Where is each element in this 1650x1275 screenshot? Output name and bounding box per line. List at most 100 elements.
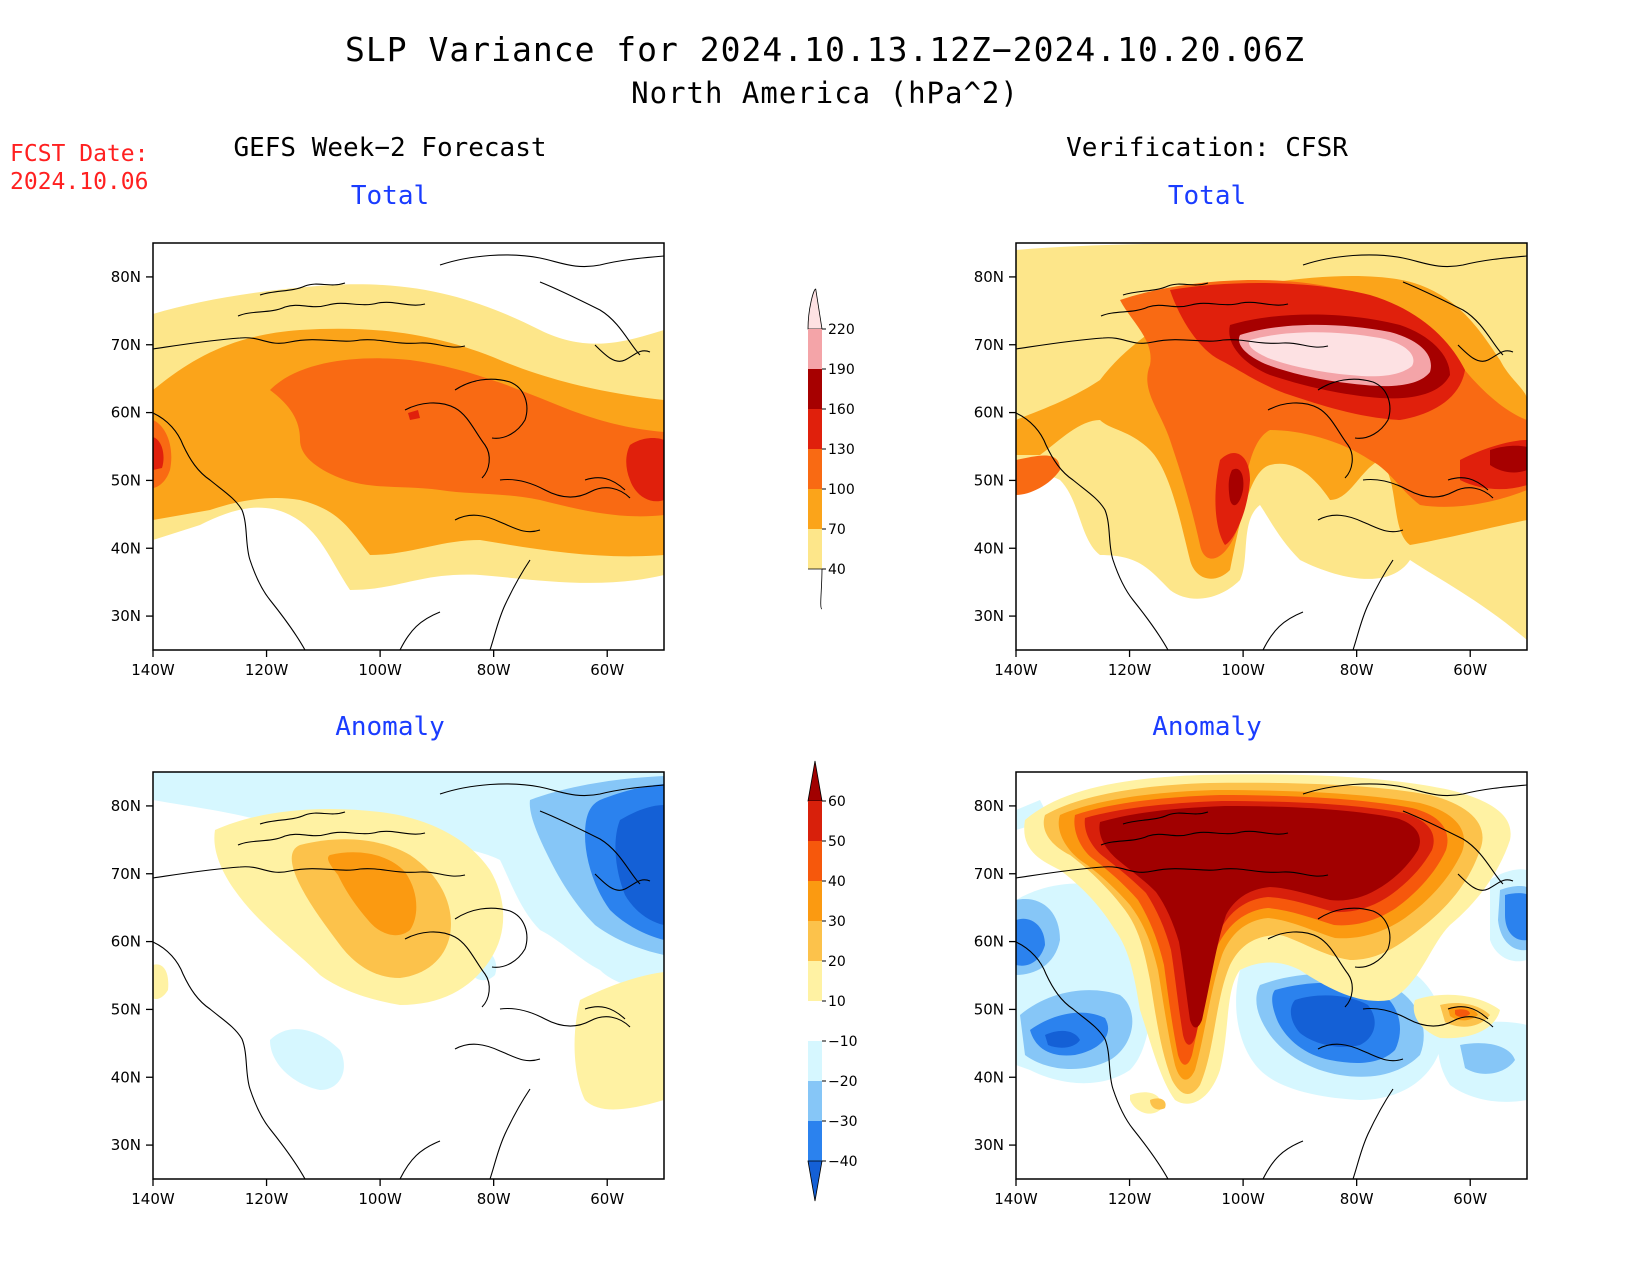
lat-tick-label: 70N — [111, 865, 141, 883]
colorbar-label: 190 — [828, 362, 855, 378]
colorbar-label: 10 — [828, 994, 846, 1010]
lon-tick-label: 120W — [1108, 1190, 1152, 1208]
colorbar-box — [808, 961, 822, 1001]
lat-tick-label: 60N — [111, 404, 141, 422]
lon-tick-label: 80W — [1340, 661, 1374, 679]
colorbar-label: −10 — [828, 1034, 858, 1050]
lon-tick-label: 140W — [994, 1190, 1038, 1208]
colorbar-box — [807, 1160, 823, 1202]
map-gefs-total — [153, 243, 664, 650]
lon-tick-label: 120W — [1108, 661, 1152, 679]
lat-tick-label: 60N — [111, 933, 141, 951]
lat-tick-label: 70N — [111, 336, 141, 354]
panel-title-bottom-right: Anomaly — [1152, 712, 1262, 742]
colorbar-label: 40 — [828, 874, 846, 890]
lon-tick-label: 140W — [131, 1190, 175, 1208]
lon-tick-label: 100W — [1221, 1190, 1265, 1208]
map-cfsr-anomaly — [1016, 772, 1527, 1179]
panel-title-top-right: Total — [1167, 181, 1247, 211]
contour-30 — [327, 852, 417, 936]
colorbar-label: −30 — [828, 1114, 858, 1130]
lat-tick-label: 60N — [974, 933, 1004, 951]
colorbar-label: 220 — [828, 322, 855, 338]
colorbar-box — [808, 409, 822, 449]
panel-title-bottom-left: Anomaly — [335, 712, 445, 742]
colorbar-box — [808, 369, 822, 409]
lat-tick-label: 80N — [974, 268, 1004, 286]
colorbar-label: 30 — [828, 914, 846, 930]
panel-title-top-left: Total — [350, 181, 430, 211]
colorbar-box — [808, 568, 823, 610]
lon-tick-label: 120W — [245, 1190, 289, 1208]
lat-tick-label: 70N — [974, 865, 1004, 883]
lat-tick-label: 40N — [111, 1068, 141, 1086]
colorbar-box — [808, 1121, 822, 1161]
lon-tick-label: 60W — [1453, 1190, 1487, 1208]
map-cfsr-total — [1016, 243, 1527, 650]
colorbar-label: 130 — [828, 442, 855, 458]
map-frames — [152, 242, 1528, 1180]
colorbar-box — [808, 1081, 822, 1121]
map-gefs-anomaly — [153, 772, 664, 1179]
colorbar-label: 100 — [828, 482, 855, 498]
left-column-title: GEFS Week−2 Forecast — [233, 133, 547, 163]
colorbar-box — [808, 841, 822, 881]
lat-tick-label: 30N — [111, 1136, 141, 1154]
contour-neg40 — [615, 805, 664, 925]
lat-tick-label: 70N — [974, 336, 1004, 354]
lon-tick-label: 80W — [1340, 1190, 1374, 1208]
fcst-label: FCST Date: — [10, 141, 149, 167]
lat-tick-label: 40N — [974, 539, 1004, 557]
page-title: SLP Variance for 2024.10.13.12Z−2024.10.… — [345, 30, 1305, 69]
page-subtitle: North America (hPa^2) — [631, 76, 1019, 110]
colorbar-label: 20 — [828, 954, 846, 970]
lat-tick-label: 50N — [974, 1000, 1004, 1018]
colorbar-box — [808, 529, 822, 569]
contour-neg40 — [1045, 995, 1375, 1048]
contour-neg10 — [153, 772, 664, 1090]
lat-tick-label: 30N — [974, 607, 1004, 625]
lat-tick-label: 40N — [111, 539, 141, 557]
axes: 140W 120W 100W 80W 60W 80N 70N 60N 50N 40N 30N 140W… — [111, 268, 1488, 1208]
contour-60 — [1099, 806, 1420, 1028]
colorbar-label: 70 — [828, 522, 846, 538]
lat-tick-label: 30N — [974, 1136, 1004, 1154]
lon-tick-label: 60W — [590, 661, 624, 679]
colorbar-box — [808, 881, 822, 921]
lat-tick-label: 50N — [111, 471, 141, 489]
lat-tick-label: 80N — [974, 797, 1004, 815]
lat-tick-label: 50N — [111, 1000, 141, 1018]
colorbar-label: 50 — [828, 834, 846, 850]
lon-tick-label: 120W — [245, 661, 289, 679]
colorbar-box — [808, 1001, 822, 1041]
lon-tick-label: 60W — [1453, 661, 1487, 679]
lon-tick-label: 100W — [1221, 661, 1265, 679]
lon-tick-label: 80W — [477, 661, 511, 679]
lon-tick-label: 100W — [358, 661, 402, 679]
colorbar-label: 60 — [828, 794, 846, 810]
colorbar-box — [807, 288, 823, 330]
colorbar-anomaly: −40 −30 −20 −10 10 20 30 40 50 60 — [807, 760, 858, 1202]
colorbar-box — [808, 801, 822, 841]
contour-100 — [153, 358, 664, 517]
colorbar-total: 40 70 100 130 160 190 220 — [807, 288, 855, 610]
lon-tick-label: 100W — [358, 1190, 402, 1208]
lat-tick-label: 80N — [111, 797, 141, 815]
right-column-title: Verification: CFSR — [1066, 133, 1348, 163]
forecast-date-label: FCST Date: 2024.10.06 — [10, 140, 148, 196]
colorbar-label: −40 — [828, 1154, 858, 1170]
lon-tick-label: 140W — [131, 661, 175, 679]
lon-tick-label: 80W — [477, 1190, 511, 1208]
colorbar-box — [807, 760, 823, 802]
colorbar-label: 40 — [828, 562, 846, 578]
colorbar-label: −20 — [828, 1074, 858, 1090]
lon-tick-label: 60W — [590, 1190, 624, 1208]
coastlines — [152, 254, 665, 651]
lat-tick-label: 80N — [111, 268, 141, 286]
fcst-date: 2024.10.06 — [10, 169, 149, 195]
colorbar-box — [808, 489, 822, 529]
lat-tick-label: 60N — [974, 404, 1004, 422]
lat-tick-label: 40N — [974, 1068, 1004, 1086]
colorbar-box — [808, 1041, 822, 1081]
